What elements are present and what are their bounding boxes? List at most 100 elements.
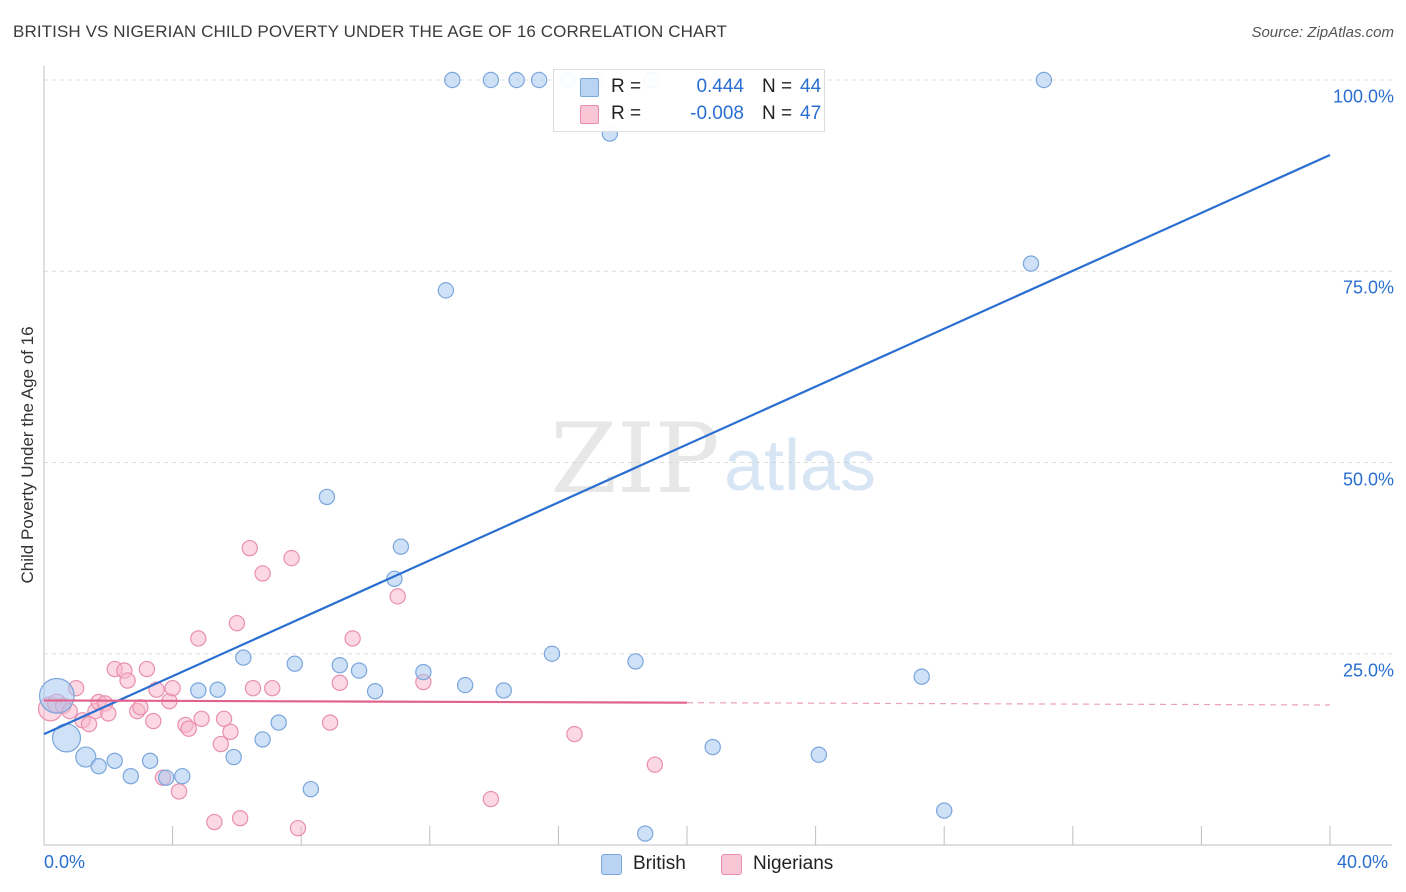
british-point [508, 71, 525, 89]
source-credit: Source: ZipAtlas.com [1251, 24, 1394, 41]
nigerian-point [80, 715, 98, 733]
british-point [437, 282, 455, 299]
british-trend-line [43, 153, 1331, 736]
british-legend-swatch [601, 854, 622, 875]
nigerian-point [190, 630, 207, 647]
nigerian-trend-line [43, 699, 688, 704]
british-point [1022, 255, 1040, 272]
british-point [456, 676, 474, 694]
nigerian-point [254, 565, 271, 582]
british-point [1035, 71, 1053, 89]
british-point [286, 655, 303, 672]
nigerian-points [37, 539, 664, 837]
british-point [235, 649, 252, 666]
nigerian-point [222, 723, 239, 740]
british-n-value: 44 [800, 76, 822, 97]
nigerian-point [264, 679, 281, 697]
nigerian-point [228, 614, 246, 632]
british-point [75, 746, 97, 768]
british-point [254, 731, 271, 748]
axis-layer [43, 66, 1392, 846]
nigerian-point [344, 630, 361, 647]
nigerian-point [206, 813, 223, 831]
british-point [331, 657, 348, 674]
nigerian-point [180, 720, 197, 737]
british-point [318, 488, 336, 506]
british-point [190, 682, 207, 699]
british-point [106, 752, 123, 770]
nigerian-point [331, 674, 348, 692]
british-point [38, 677, 75, 714]
nigerian-point [389, 588, 406, 605]
nigerian-point [215, 710, 233, 727]
nigerian-point [164, 679, 181, 697]
nigerian-trend-extension [686, 702, 1331, 706]
nigerian-point [193, 710, 210, 727]
british-legend-label: British [633, 853, 686, 874]
british-point [392, 538, 410, 555]
british-point [637, 825, 654, 842]
nigerian-point [283, 549, 300, 567]
y-tick-label: 100.0% [1332, 86, 1394, 107]
british-points [38, 71, 1053, 842]
nigerian-r-value: -0.008 [690, 103, 744, 124]
british-r-value: 0.444 [696, 76, 744, 97]
nigerian-point [289, 819, 307, 837]
nigerian-point [119, 672, 136, 689]
legend-n-label: N = [762, 103, 793, 124]
x-tick-label-min: 0.0% [44, 852, 86, 872]
british-point [157, 769, 175, 786]
legend-r-label: R = [611, 103, 642, 124]
nigerian-point [646, 756, 664, 773]
nigerian-point [231, 810, 249, 827]
british-point [543, 645, 561, 662]
british-point [270, 714, 287, 731]
nigerian-legend-swatch [721, 854, 742, 875]
british-point [225, 748, 242, 766]
nigerian-point [482, 790, 500, 808]
british-point [174, 767, 191, 785]
legend-r-label: R = [611, 76, 642, 97]
british-point [302, 780, 320, 798]
watermark-atlas: atlas [724, 426, 876, 506]
british-point [482, 71, 500, 89]
grid-layer [44, 79, 1392, 655]
x-tick-label-max: 40.0% [1337, 852, 1389, 872]
british-point [141, 752, 159, 770]
nigerian-point [138, 660, 156, 678]
british-point [350, 662, 368, 679]
stats-legend: R = 0.444 N = 44 R = -0.008 N = 47 [553, 69, 825, 132]
nigerian-swatch [580, 105, 599, 124]
watermark-zip: ZIP [550, 403, 719, 515]
british-point [209, 681, 226, 698]
nigerian-n-value: 47 [800, 103, 822, 124]
legend-n-label: N = [762, 76, 793, 97]
nigerian-point [241, 539, 258, 557]
british-point [627, 653, 644, 670]
y-tick-label: 25.0% [1342, 660, 1394, 681]
british-point [122, 767, 140, 785]
watermark: ZIP atlas [550, 403, 876, 515]
british-point [366, 683, 384, 700]
y-tick-label: 50.0% [1342, 469, 1394, 489]
y-tick-label: 75.0% [1342, 277, 1394, 298]
nigerian-point [566, 725, 583, 743]
trend-layer [43, 153, 1331, 736]
british-point [415, 663, 432, 681]
nigerian-point [244, 679, 262, 697]
nigerian-point [170, 783, 188, 800]
nigerian-point [145, 712, 162, 730]
nigerian-point [132, 699, 149, 716]
chart-title: BRITISH VS NIGERIAN CHILD POVERTY UNDER … [13, 22, 728, 41]
nigerian-point [212, 735, 230, 753]
british-point [495, 682, 512, 699]
british-swatch [580, 78, 599, 97]
british-point [936, 802, 953, 819]
y-axis-label: Child Poverty Under the Age of 16 [18, 326, 37, 584]
british-point [704, 738, 721, 756]
british-point [913, 668, 930, 685]
british-point [530, 71, 548, 89]
british-point [90, 758, 107, 775]
nigerian-point [321, 714, 339, 731]
